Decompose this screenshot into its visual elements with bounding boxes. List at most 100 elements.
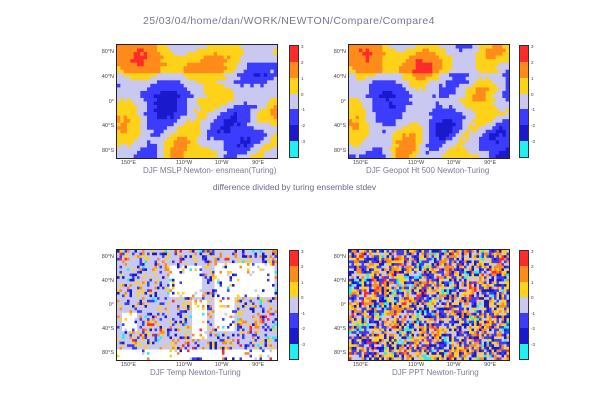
lon-tick-label: 150°E — [352, 362, 368, 368]
chart-title: DJF PPT Newton-Turing — [392, 368, 479, 377]
lat-tick-label: 80°S — [102, 350, 114, 356]
heatmap-3 — [348, 249, 510, 361]
lat-tick-label: 80°S — [102, 148, 114, 154]
colorbar-label: -2 — [301, 123, 306, 129]
lat-tick-label: 0° — [108, 302, 114, 308]
colorbar-label: 2 — [531, 264, 534, 270]
colorbar-label: -3 — [301, 341, 306, 347]
colorbar-label: 0 — [301, 91, 304, 97]
lon-tick-label: 10°W — [446, 362, 461, 368]
colorbar-swatch — [290, 312, 298, 329]
lat-tick-label: 80°N — [101, 254, 114, 260]
lat-tick-label: 40°N — [101, 278, 114, 284]
colorbar — [289, 250, 299, 360]
lon-tick-label: 110°W — [408, 160, 425, 166]
colorbar — [289, 45, 299, 158]
header-path: 25/03/04/home/dan/WORK/NEWTON/Compare/Co… — [143, 15, 435, 27]
colorbar-swatch — [290, 343, 298, 359]
lat-tick-label: 0° — [340, 302, 346, 308]
colorbar-swatch — [520, 109, 528, 126]
colorbar-swatch — [520, 312, 528, 329]
colorbar-label: -2 — [531, 123, 536, 129]
colorbar-swatch — [520, 251, 528, 267]
colorbar-label: -1 — [531, 310, 536, 316]
colorbar-label: 3 — [531, 249, 534, 254]
heatmap-1 — [348, 44, 510, 159]
colorbar-label: -3 — [531, 139, 536, 145]
lon-tick-label: 90°E — [484, 362, 497, 368]
colorbar-label: -1 — [301, 107, 306, 113]
lon-tick-label: 150°E — [352, 160, 368, 166]
colorbar-label: 0 — [531, 91, 534, 97]
heatmap-0 — [116, 44, 278, 159]
colorbar-swatch — [520, 281, 528, 298]
colorbar-label: 1 — [301, 279, 304, 285]
colorbar-swatch — [290, 266, 298, 282]
lon-tick-label: 10°W — [214, 160, 229, 166]
lat-tick-label: 40°N — [101, 73, 114, 80]
chart-title: DJF Temp Newton-Turing — [150, 368, 241, 377]
lat-tick-label: 40°S — [102, 326, 114, 332]
lon-tick-label: 110°W — [176, 160, 193, 166]
colorbar-label: 2 — [301, 59, 304, 65]
colorbar-swatch — [520, 266, 528, 282]
colorbar — [519, 250, 529, 360]
colorbar-label: -2 — [531, 326, 536, 332]
lat-tick-label: 40°S — [334, 326, 346, 332]
lat-tick-label: 80°S — [334, 350, 346, 356]
lat-tick-label: 0° — [108, 98, 114, 105]
lon-tick-label: 150°E — [120, 362, 136, 368]
colorbar — [519, 45, 529, 158]
colorbar-swatch — [520, 77, 528, 94]
colorbar-swatch — [290, 109, 298, 126]
chart-title: DJF MSLP Newton- ensmean(Turing) — [143, 166, 277, 175]
colorbar-label: 1 — [531, 75, 534, 81]
colorbar-swatch — [290, 46, 298, 62]
lon-tick-label: 150°E — [120, 160, 136, 166]
colorbar-swatch — [520, 141, 528, 157]
lat-tick-label: 40°N — [333, 73, 346, 80]
colorbar-swatch — [290, 125, 298, 142]
colorbar-swatch — [290, 61, 298, 78]
colorbar-swatch — [520, 328, 528, 344]
lat-tick-label: 80°S — [334, 148, 346, 154]
lat-tick-label: 0° — [340, 98, 346, 105]
lon-tick-label: 90°E — [484, 160, 497, 166]
colorbar-swatch — [520, 297, 528, 313]
lat-tick-label: 80°N — [333, 254, 346, 260]
colorbar-label: -3 — [301, 139, 306, 145]
lat-tick-label: 40°S — [102, 123, 114, 130]
colorbar-swatch — [290, 77, 298, 94]
lat-tick-label: 80°N — [333, 49, 346, 55]
colorbar-swatch — [520, 46, 528, 62]
colorbar-label: 0 — [301, 295, 304, 301]
lon-tick-label: 110°W — [408, 362, 425, 368]
colorbar-swatch — [290, 251, 298, 267]
lon-tick-label: 10°W — [214, 362, 229, 368]
colorbar-label: 0 — [531, 295, 534, 301]
colorbar-swatch — [520, 125, 528, 142]
colorbar-label: 1 — [301, 75, 304, 81]
colorbar-swatch — [290, 328, 298, 344]
lon-tick-label: 90°E — [252, 362, 265, 368]
colorbar-swatch — [290, 297, 298, 313]
colorbar-label: -2 — [301, 326, 306, 332]
colorbar-swatch — [290, 93, 298, 110]
lon-tick-label: 90°E — [252, 160, 265, 166]
colorbar-swatch — [520, 61, 528, 78]
colorbar-label: -1 — [301, 310, 306, 316]
lat-tick-label: 40°N — [333, 278, 346, 284]
colorbar-label: 3 — [301, 44, 304, 49]
colorbar-label: 3 — [531, 44, 534, 49]
colorbar-label: 3 — [301, 249, 304, 254]
colorbar-label: 2 — [531, 59, 534, 65]
chart-title: DJF Geopot Ht 500 Newton-Turing — [366, 166, 490, 175]
subtitle: difference divided by turing ensemble st… — [212, 182, 377, 192]
colorbar-label: 1 — [531, 279, 534, 285]
lat-tick-label: 40°S — [334, 123, 346, 130]
colorbar-label: -3 — [531, 341, 536, 347]
colorbar-swatch — [290, 141, 298, 157]
lat-tick-label: 80°N — [101, 49, 114, 55]
heatmap-2 — [116, 249, 278, 361]
lon-tick-label: 110°W — [176, 362, 193, 368]
